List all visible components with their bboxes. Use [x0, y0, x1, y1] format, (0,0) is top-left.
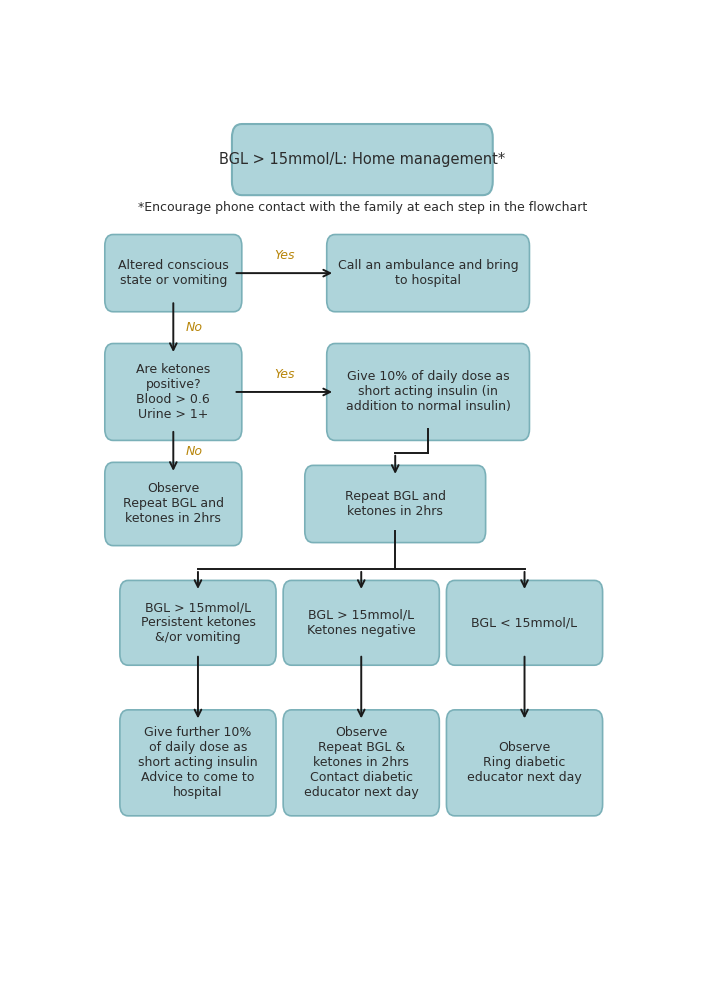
FancyBboxPatch shape — [105, 343, 242, 440]
Text: BGL > 15mmol/L
Persistent ketones
&/or vomiting: BGL > 15mmol/L Persistent ketones &/or v… — [141, 602, 255, 644]
FancyBboxPatch shape — [284, 710, 439, 816]
Text: No: No — [185, 321, 202, 334]
FancyBboxPatch shape — [446, 580, 602, 665]
FancyBboxPatch shape — [446, 710, 602, 816]
Text: Observe
Repeat BGL and
ketones in 2hrs: Observe Repeat BGL and ketones in 2hrs — [123, 483, 224, 526]
Text: Repeat BGL and
ketones in 2hrs: Repeat BGL and ketones in 2hrs — [345, 490, 445, 518]
Text: Yes: Yes — [274, 249, 295, 261]
Text: Yes: Yes — [274, 368, 295, 380]
Text: Call an ambulance and bring
to hospital: Call an ambulance and bring to hospital — [338, 260, 518, 287]
Text: Observe
Ring diabetic
educator next day: Observe Ring diabetic educator next day — [467, 741, 582, 784]
FancyBboxPatch shape — [305, 465, 486, 543]
FancyBboxPatch shape — [105, 462, 242, 546]
FancyBboxPatch shape — [327, 235, 530, 312]
Text: No: No — [185, 445, 202, 458]
FancyBboxPatch shape — [120, 580, 276, 665]
Text: BGL > 15mmol/L
Ketones negative: BGL > 15mmol/L Ketones negative — [307, 608, 416, 637]
Text: Give 10% of daily dose as
short acting insulin (in
addition to normal insulin): Give 10% of daily dose as short acting i… — [346, 371, 510, 414]
FancyBboxPatch shape — [105, 235, 242, 312]
Text: *Encourage phone contact with the family at each step in the flowchart: *Encourage phone contact with the family… — [138, 201, 587, 213]
Text: Altered conscious
state or vomiting: Altered conscious state or vomiting — [118, 260, 228, 287]
Text: Observe
Repeat BGL &
ketones in 2hrs
Contact diabetic
educator next day: Observe Repeat BGL & ketones in 2hrs Con… — [304, 726, 419, 799]
Text: BGL < 15mmol/L: BGL < 15mmol/L — [472, 616, 578, 629]
Text: BGL > 15mmol/L: Home management*: BGL > 15mmol/L: Home management* — [219, 152, 506, 167]
FancyBboxPatch shape — [284, 580, 439, 665]
Text: Give further 10%
of daily dose as
short acting insulin
Advice to come to
hospita: Give further 10% of daily dose as short … — [138, 726, 258, 799]
FancyBboxPatch shape — [120, 710, 276, 816]
FancyBboxPatch shape — [232, 124, 493, 196]
Text: Are ketones
positive?
Blood > 0.6
Urine > 1+: Are ketones positive? Blood > 0.6 Urine … — [136, 363, 211, 421]
FancyBboxPatch shape — [327, 343, 530, 440]
